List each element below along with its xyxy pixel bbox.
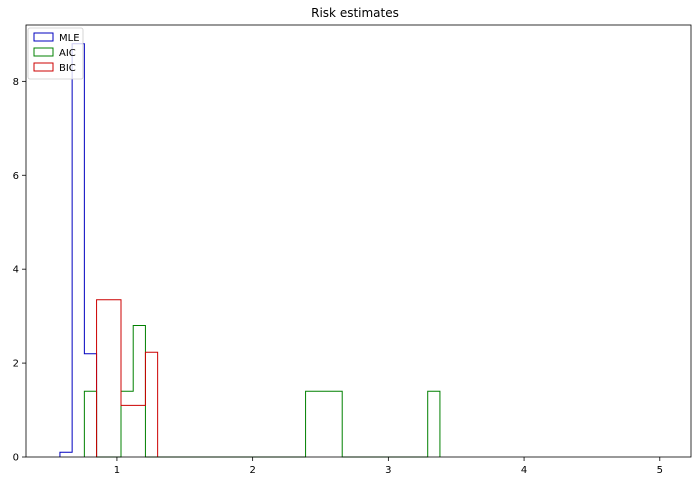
x-tick-label: 5 bbox=[657, 465, 663, 476]
y-tick-label: 8 bbox=[13, 77, 19, 88]
legend-label-aic: AIC bbox=[59, 48, 76, 59]
axes-frame bbox=[25, 24, 692, 458]
x-tick-label: 3 bbox=[385, 465, 391, 476]
legend-swatch-aic bbox=[33, 47, 54, 57]
y-tick-label: 6 bbox=[13, 171, 19, 182]
legend-label-bic: BIC bbox=[59, 63, 76, 74]
series-bic-outline bbox=[96, 299, 159, 457]
legend-label-mle: MLE bbox=[59, 33, 80, 44]
axes-layer: 1 2 3 4 5 0 2 4 6 8 bbox=[13, 24, 692, 476]
legend-swatch-bic bbox=[33, 62, 54, 72]
y-tick-label: 2 bbox=[13, 359, 19, 370]
y-tick-label: 4 bbox=[13, 265, 19, 276]
x-tick-label: 2 bbox=[249, 465, 255, 476]
x-tick-label: 4 bbox=[521, 465, 527, 476]
x-tick-label: 1 bbox=[114, 465, 120, 476]
chart-title: Risk estimates bbox=[311, 6, 399, 20]
y-tick-label: 0 bbox=[13, 453, 19, 464]
legend-swatch-mle bbox=[33, 32, 54, 42]
legend: MLE AIC BIC bbox=[27, 27, 84, 80]
